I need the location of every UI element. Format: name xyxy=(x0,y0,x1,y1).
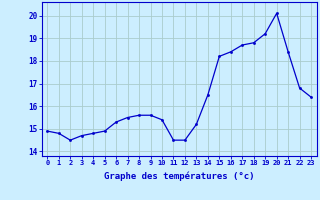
X-axis label: Graphe des températures (°c): Graphe des températures (°c) xyxy=(104,172,254,181)
